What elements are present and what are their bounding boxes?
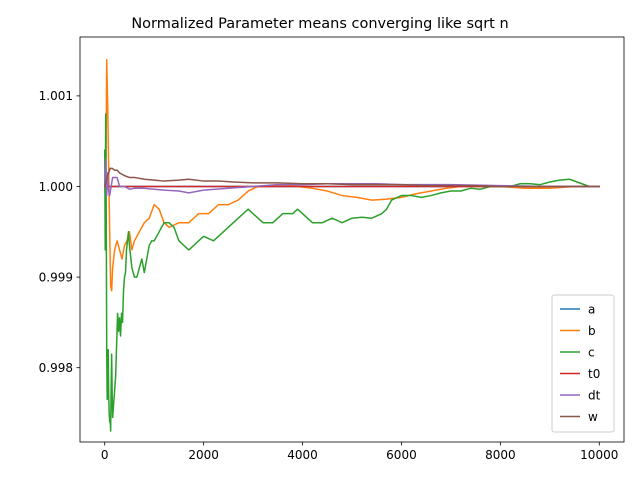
chart-title: Normalized Parameter means converging li…	[131, 16, 508, 32]
legend-label-b: b	[588, 324, 596, 338]
axes: 0 2000 4000 6000 8000 10000 0.998 0.999 1.000 1.0…	[39, 36, 625, 462]
x-tick-label: 8000	[485, 448, 516, 462]
series-line-c	[103, 113, 601, 432]
legend-label-w: w	[588, 410, 598, 424]
plot-area	[103, 58, 601, 432]
x-tick-label: 6000	[386, 448, 417, 462]
x-tick-label: 4000	[287, 448, 318, 462]
y-tick-label: 1.000	[39, 180, 73, 194]
y-tick-label: 0.998	[39, 361, 73, 375]
series-line-b	[103, 58, 601, 292]
y-tick-label: 0.999	[39, 270, 73, 284]
legend-label-a: a	[588, 302, 595, 316]
y-tick-label: 1.001	[39, 89, 73, 103]
series-line-w	[103, 167, 601, 188]
legend: abc t0 dt w	[551, 294, 615, 433]
x-tick-label: 0	[101, 448, 109, 462]
axes-frame	[79, 36, 625, 443]
x-tick-label: 10000	[580, 448, 618, 462]
legend-label-t0: t0	[588, 367, 600, 381]
series-line-dt	[103, 158, 601, 197]
legend-box	[551, 294, 615, 433]
x-tick-label: 2000	[188, 448, 219, 462]
legend-label-c: c	[588, 345, 595, 359]
legend-label-dt: dt	[588, 388, 601, 402]
